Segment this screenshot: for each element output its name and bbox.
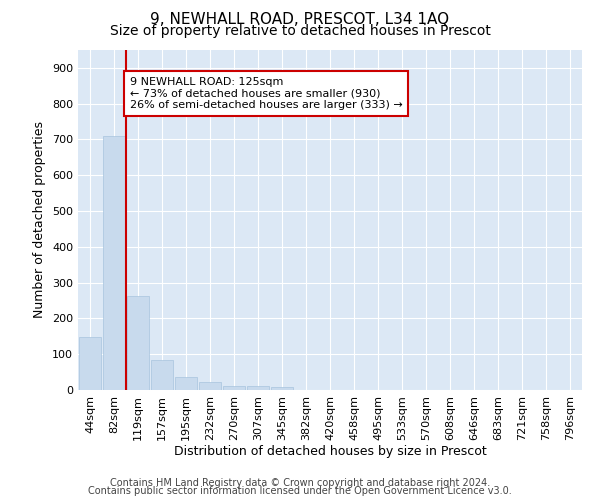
Text: Contains public sector information licensed under the Open Government Licence v3: Contains public sector information licen…	[88, 486, 512, 496]
Text: 9, NEWHALL ROAD, PRESCOT, L34 1AQ: 9, NEWHALL ROAD, PRESCOT, L34 1AQ	[151, 12, 449, 28]
Bar	[199, 382, 221, 390]
Bar	[127, 296, 149, 390]
Text: Contains HM Land Registry data © Crown copyright and database right 2024.: Contains HM Land Registry data © Crown c…	[110, 478, 490, 488]
Text: 9 NEWHALL ROAD: 125sqm
← 73% of detached houses are smaller (930)
26% of semi-de: 9 NEWHALL ROAD: 125sqm ← 73% of detached…	[130, 77, 403, 110]
Bar	[79, 337, 101, 390]
Bar	[175, 377, 197, 390]
X-axis label: Distribution of detached houses by size in Prescot: Distribution of detached houses by size …	[173, 446, 487, 458]
Y-axis label: Number of detached properties: Number of detached properties	[34, 122, 46, 318]
Bar	[247, 386, 269, 390]
Bar	[151, 360, 173, 390]
Bar	[271, 388, 293, 390]
Text: Size of property relative to detached houses in Prescot: Size of property relative to detached ho…	[110, 24, 490, 38]
Bar	[223, 386, 245, 390]
Bar	[103, 136, 125, 390]
